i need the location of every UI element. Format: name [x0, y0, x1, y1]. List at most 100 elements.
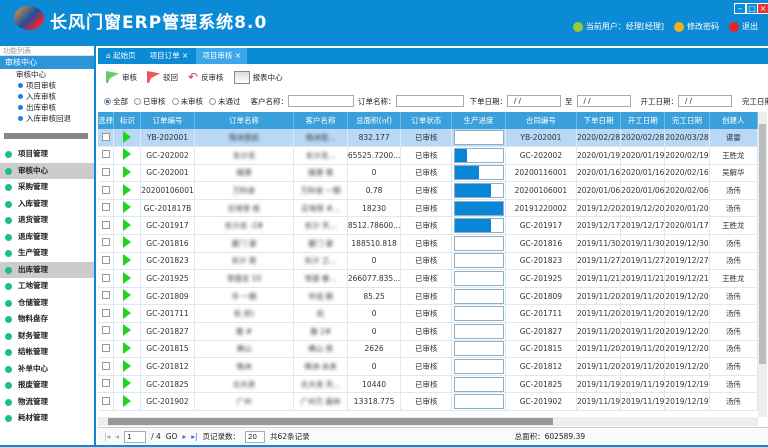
- order-input[interactable]: [395, 95, 464, 107]
- sidebar-section-header[interactable]: 审核中心: [0, 56, 94, 69]
- row-checkbox[interactable]: [101, 361, 110, 370]
- sidebar-item[interactable]: 入库管理: [0, 196, 94, 213]
- radio-all[interactable]: 全部: [98, 96, 128, 107]
- sidebar-item[interactable]: 财务管理: [0, 328, 94, 345]
- row-checkbox[interactable]: [101, 238, 110, 247]
- table-row[interactable]: GC-202001 随港 随港 墙 0 已审核 20200116001 2020/01/16…: [98, 164, 758, 183]
- table-row[interactable]: 20200106001 万科金 万科金 一期 0.78 已审核 20200106001 20…: [98, 181, 758, 200]
- sidebar-item[interactable]: 耗材管理: [0, 410, 94, 427]
- column-header[interactable]: 合同编号: [505, 112, 577, 129]
- tree-item[interactable]: 入库审核: [0, 91, 94, 102]
- sidebar-item[interactable]: 结帐管理: [0, 344, 94, 361]
- sidebar-item[interactable]: 生产管理: [0, 245, 94, 262]
- table-row[interactable]: GC-201812 株洲 株洲 未来 0 已审核 GC-201812 2019/11/20 2…: [98, 357, 758, 376]
- next-page-button[interactable]: ▸: [182, 432, 187, 441]
- row-checkbox[interactable]: [101, 396, 110, 405]
- tree-item[interactable]: 入库审核回退: [0, 113, 94, 124]
- column-header[interactable]: 总面积(㎡): [347, 112, 402, 129]
- function-search[interactable]: 功能列表: [0, 46, 94, 56]
- sidebar-item[interactable]: 补单中心: [0, 361, 94, 378]
- table-row[interactable]: GC-201815 佛山 佛山 苑 2626 已审核 GC-201815 2019/11/2…: [98, 340, 758, 359]
- order-date-to[interactable]: / /: [576, 95, 631, 107]
- table-row[interactable]: GC-201817B 实地常 栋实地常 #... 18230 已审核 201912200…: [98, 199, 758, 218]
- horizontal-scrollbar[interactable]: [98, 417, 758, 426]
- table-row[interactable]: GC-201902 广州 广州万 森林 13318.775 已审核 GC-201902 20…: [98, 392, 758, 411]
- start-date-input[interactable]: / /: [678, 95, 732, 107]
- table-row[interactable]: GC-201827 雅 # 雅 2# 0 已审核 GC-201827 2019/11/20 2…: [98, 322, 758, 341]
- minimize-button[interactable]: –: [734, 3, 746, 14]
- sidebar-item[interactable]: 退货管理: [0, 212, 94, 229]
- row-checkbox[interactable]: [101, 273, 110, 282]
- column-header[interactable]: 创建人: [709, 112, 758, 129]
- tab-project-order[interactable]: 项目订单 ×: [149, 51, 189, 60]
- change-password-button[interactable]: 修改密码: [674, 21, 719, 32]
- tab-home[interactable]: ⌂ 起始页: [106, 51, 136, 60]
- sidebar-item[interactable]: 报废管理: [0, 377, 94, 394]
- table-row[interactable]: GC-201825 北大资 北大资 天... 10440 已审核 GC-201825 201…: [98, 375, 758, 394]
- column-header[interactable]: 订单编号: [140, 112, 195, 129]
- radio-unapproved[interactable]: 未审核: [166, 96, 203, 107]
- report-center-button[interactable]: 报表中心: [233, 70, 283, 84]
- radio-rejected[interactable]: 未通过: [203, 96, 241, 107]
- radio-approved[interactable]: 已审核: [128, 96, 166, 107]
- table-row[interactable]: GC-201711 杭 府) 杭 0 已审核 GC-201711 2019/11/20 201…: [98, 304, 758, 324]
- column-header[interactable]: 生产进度: [451, 112, 506, 129]
- go-button[interactable]: GO: [165, 432, 178, 441]
- row-checkbox[interactable]: [101, 185, 110, 194]
- column-header[interactable]: 开工日期: [620, 112, 666, 129]
- table-row[interactable]: GC-201917 长沙龙 -2# 长沙 天... 8512.78600... 已审核 G…: [98, 216, 758, 236]
- unapprove-button[interactable]: ↶ 反审核: [188, 70, 224, 84]
- row-checkbox[interactable]: [101, 167, 110, 176]
- order-date-from[interactable]: / /: [507, 95, 561, 107]
- table-row[interactable]: GC-201925 常德龙 10 常德 泰... 266077.835... 已审核 GC…: [98, 269, 758, 288]
- sidebar-item[interactable]: 出库管理: [0, 261, 94, 278]
- reject-button[interactable]: 驳回: [147, 71, 178, 83]
- sidebar-item[interactable]: 物流管理: [0, 394, 94, 411]
- column-header[interactable]: 下单日期: [576, 112, 622, 129]
- row-checkbox[interactable]: [101, 203, 110, 212]
- sidebar-item[interactable]: 物料盘存: [0, 311, 94, 328]
- page-input[interactable]: 1: [124, 430, 147, 443]
- first-page-button[interactable]: |◂: [104, 432, 111, 441]
- tree-hscrollbar[interactable]: [4, 133, 88, 139]
- sidebar-item[interactable]: 仓储管理: [0, 295, 94, 312]
- column-header[interactable]: 标识: [113, 112, 142, 129]
- tree-item[interactable]: 项目审核: [0, 80, 94, 91]
- row-checkbox[interactable]: [101, 220, 110, 229]
- row-checkbox[interactable]: [101, 291, 110, 300]
- row-checkbox[interactable]: [101, 308, 110, 317]
- table-row[interactable]: GC-201816 厦门 望厦门 望 188510.818 已审核 GC-201816 2…: [98, 234, 758, 253]
- column-header[interactable]: 订单名称: [194, 112, 295, 129]
- row-checkbox[interactable]: [101, 343, 110, 352]
- sidebar-item[interactable]: 项目管理: [0, 146, 94, 163]
- approve-button[interactable]: 审核: [106, 71, 137, 83]
- last-page-button[interactable]: ▸|: [191, 432, 198, 441]
- customer-input[interactable]: [288, 95, 354, 107]
- sidebar-item[interactable]: 退库管理: [0, 229, 94, 246]
- table-row[interactable]: GC-202002 长沙龙 长沙龙... 65525.7200... 已审核 GC-202…: [98, 146, 758, 165]
- row-checkbox[interactable]: [101, 326, 110, 335]
- row-checkbox[interactable]: [101, 379, 110, 388]
- tab-project-audit[interactable]: 项目审核 ×: [196, 48, 247, 64]
- sidebar-item[interactable]: 采购管理: [0, 179, 94, 196]
- vertical-scrollbar[interactable]: [758, 112, 767, 417]
- table-row[interactable]: GC-201823 长沙 苑长沙 之... 0 已审核 GC-201823 2019/11…: [98, 252, 758, 271]
- table-row[interactable]: GC-201809 华 一期 华润 期 85.25 已审核 GC-201809 2019/1…: [98, 287, 758, 306]
- tree-item[interactable]: 出库审核: [0, 102, 94, 113]
- row-checkbox[interactable]: [101, 132, 110, 141]
- logout-button[interactable]: 退出: [729, 21, 758, 32]
- sidebar-item[interactable]: 审核中心: [0, 162, 94, 179]
- prev-page-button[interactable]: ◂: [115, 432, 120, 441]
- column-header[interactable]: 订单状态: [400, 112, 453, 129]
- table-row[interactable]: YB-202001 株洲宽松 株洲宽... 832.177 已审核 YB-202001 20…: [98, 129, 758, 148]
- cell: 2019/11/19: [620, 375, 666, 394]
- column-header[interactable]: 客户名称: [293, 112, 348, 129]
- row-checkbox[interactable]: [101, 255, 110, 264]
- page-size-input[interactable]: 20: [245, 430, 266, 443]
- column-header[interactable]: 选择: [98, 112, 115, 129]
- tree-root[interactable]: 审核中心: [16, 70, 46, 79]
- row-checkbox[interactable]: [101, 150, 110, 159]
- column-header[interactable]: 完工日期: [664, 112, 710, 129]
- sidebar-item[interactable]: 工地管理: [0, 278, 94, 295]
- close-button[interactable]: ×: [757, 3, 768, 14]
